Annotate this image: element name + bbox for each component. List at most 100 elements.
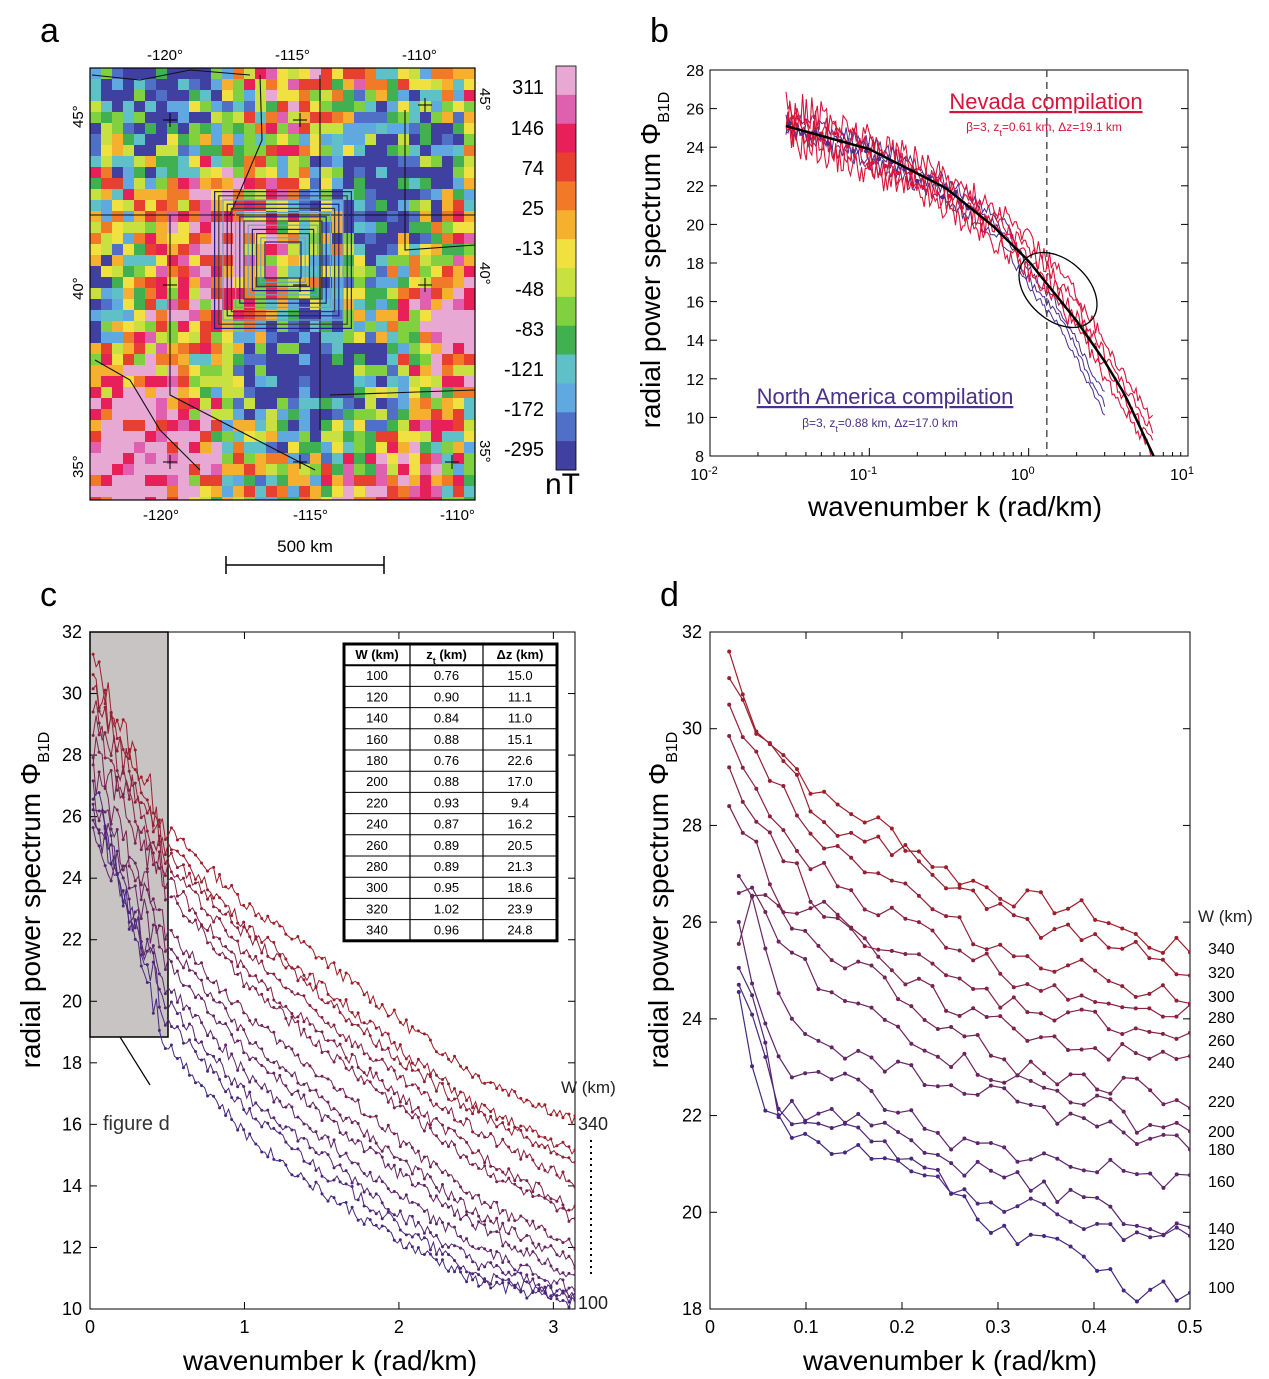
spectrum-point bbox=[1055, 1236, 1060, 1241]
spectrum-point bbox=[495, 1086, 499, 1090]
colorbar-label: -83 bbox=[515, 319, 544, 341]
spectrum-point bbox=[471, 1196, 475, 1200]
spectrum-point bbox=[1066, 922, 1071, 927]
inset-label: figure d bbox=[103, 1113, 170, 1135]
spectrum-point bbox=[151, 907, 155, 911]
spectrum-point bbox=[1011, 954, 1016, 959]
spectrum-point bbox=[531, 1272, 535, 1276]
spectrum-point bbox=[326, 992, 330, 996]
spectrum-point bbox=[446, 1197, 450, 1201]
table-cell: 0.95 bbox=[434, 880, 459, 895]
spectrum-point bbox=[278, 1099, 282, 1103]
spectrum-point bbox=[789, 1122, 794, 1127]
spectrum-point bbox=[206, 897, 210, 901]
spectrum-point bbox=[862, 820, 867, 825]
spectrum-point bbox=[302, 1159, 306, 1163]
spectrum-point bbox=[1160, 1049, 1165, 1054]
spectrum-point bbox=[157, 972, 161, 976]
spectrum-point bbox=[465, 1191, 469, 1195]
state-boundary bbox=[229, 74, 263, 216]
spectrum-point bbox=[1120, 1005, 1125, 1010]
spectrum-point bbox=[1038, 935, 1043, 940]
spectrum-point bbox=[896, 1110, 901, 1115]
spectrum-point bbox=[525, 1273, 529, 1277]
spectrum-point bbox=[127, 820, 131, 824]
spectrum-point bbox=[842, 998, 847, 1003]
spectrum-point bbox=[127, 864, 131, 868]
spectrum-point bbox=[326, 1179, 330, 1183]
spectrum-point bbox=[332, 1166, 336, 1170]
spectrum-point bbox=[350, 1052, 354, 1056]
spectrum-point bbox=[109, 834, 113, 838]
spectrum-point bbox=[957, 885, 962, 890]
spectrum-point bbox=[175, 935, 179, 939]
spectrum-point bbox=[537, 1181, 541, 1185]
spectrum-point bbox=[727, 702, 732, 707]
spectrum-point bbox=[446, 1205, 450, 1209]
spectrum-point bbox=[224, 1006, 228, 1010]
spectrum-point bbox=[842, 1071, 847, 1076]
spectrum-point bbox=[489, 1206, 493, 1210]
spectrum-point bbox=[218, 1078, 222, 1082]
spectrum-point bbox=[465, 1108, 469, 1112]
spectrum-point bbox=[200, 1040, 204, 1044]
spectrum-line-w100 bbox=[738, 991, 1190, 1303]
spectrum-point bbox=[422, 1080, 426, 1084]
spectrum-point bbox=[115, 849, 119, 853]
spectrum-point bbox=[218, 896, 222, 900]
spectrum-point bbox=[392, 1068, 396, 1072]
spectrum-point bbox=[290, 1092, 294, 1096]
spectrum-point bbox=[248, 1041, 252, 1045]
spectrum-point bbox=[1002, 1057, 1007, 1062]
spectrum-point bbox=[338, 1131, 342, 1135]
spectrum-point bbox=[254, 1079, 258, 1083]
spectrum-point bbox=[326, 1077, 330, 1081]
spectrum-point bbox=[740, 697, 745, 702]
spectrum-point bbox=[808, 867, 813, 872]
spectrum-point bbox=[290, 1074, 294, 1078]
spectrum-point bbox=[1134, 1172, 1139, 1177]
spectrum-point bbox=[988, 1053, 993, 1058]
state-boundary bbox=[94, 359, 201, 471]
spectrum-point bbox=[410, 1172, 414, 1176]
spectrum-point bbox=[507, 1176, 511, 1180]
spectrum-point bbox=[567, 1156, 571, 1160]
spectrum-point bbox=[434, 1258, 438, 1262]
spectrum-point bbox=[889, 878, 894, 883]
spectrum-point bbox=[1188, 1129, 1190, 1134]
spectrum-point bbox=[477, 1214, 481, 1218]
spectrum-point bbox=[1079, 938, 1084, 943]
spectrum-point bbox=[465, 1280, 469, 1284]
window-square bbox=[226, 203, 340, 317]
spectrum-point bbox=[489, 1174, 493, 1178]
spectrum-point bbox=[519, 1238, 523, 1242]
spectrum-point bbox=[350, 1065, 354, 1069]
x-tick-label: 0.3 bbox=[985, 1317, 1010, 1337]
spectrum-point bbox=[988, 1230, 993, 1235]
spectrum-point bbox=[175, 1056, 179, 1060]
spectrum-point bbox=[1093, 917, 1098, 922]
plot-c-top-w: 340 bbox=[578, 1114, 608, 1134]
spectrum-point bbox=[284, 1069, 288, 1073]
spectrum-point bbox=[949, 1191, 954, 1196]
spectrum-point bbox=[163, 1023, 167, 1027]
spectrum-point bbox=[242, 965, 246, 969]
spectrum-point bbox=[808, 831, 813, 836]
spectrum-point bbox=[392, 1213, 396, 1217]
spectrum-point bbox=[789, 950, 794, 955]
spectrum-point bbox=[380, 1057, 384, 1061]
spectrum-point bbox=[1055, 1212, 1060, 1217]
spectrum-point bbox=[212, 1036, 216, 1040]
spectrum-point bbox=[230, 1095, 234, 1099]
spectrum-point bbox=[320, 957, 324, 961]
colorbar-label: 146 bbox=[511, 118, 544, 140]
plot-d-ylabel: radial power spectrum ΦB1D bbox=[643, 732, 681, 1069]
spectrum-point bbox=[1174, 1225, 1179, 1230]
spectrum-point bbox=[151, 840, 155, 844]
spectrum-point bbox=[416, 1115, 420, 1119]
spectrum-point bbox=[440, 1171, 444, 1175]
spectrum-point bbox=[206, 888, 210, 892]
spectrum-point bbox=[1106, 1001, 1111, 1006]
spectrum-point bbox=[398, 1167, 402, 1171]
